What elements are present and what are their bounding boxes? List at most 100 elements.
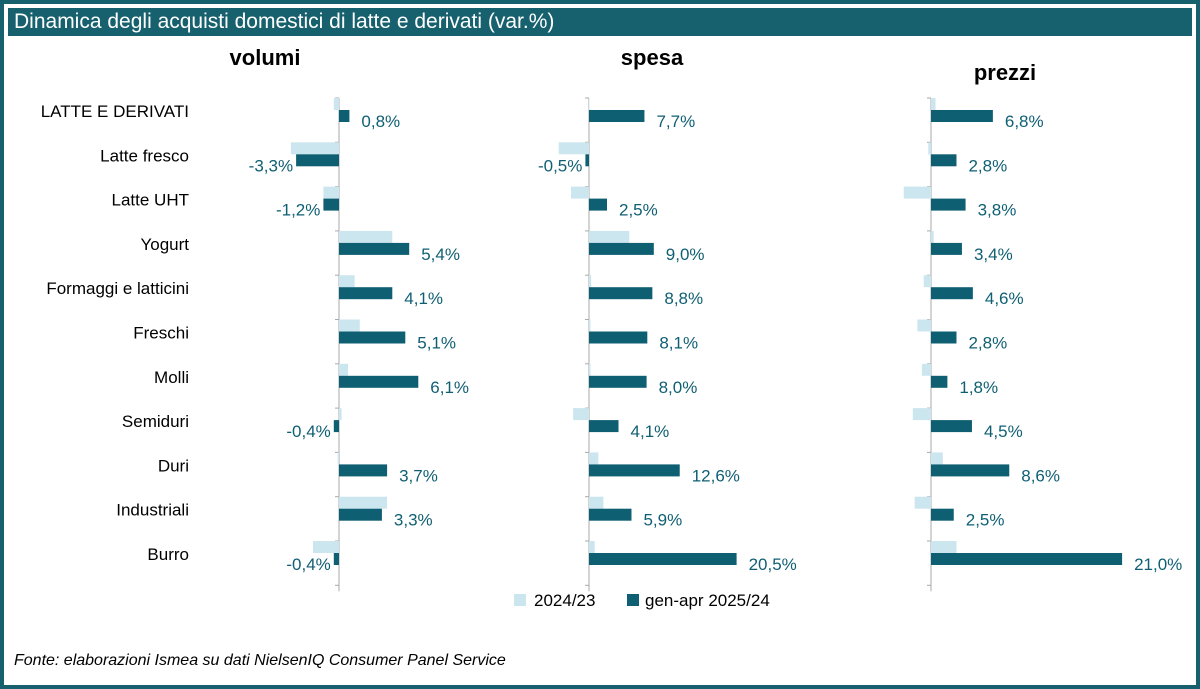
data-label: 8,1%	[659, 334, 698, 353]
data-label: 20,5%	[749, 555, 797, 574]
bar-2024-23	[931, 230, 934, 243]
bar-2024-23	[339, 230, 393, 243]
bar-2024-23	[917, 319, 931, 332]
data-label: 4,1%	[404, 289, 443, 308]
title-bar: Dinamica degli acquisti domestici di lat…	[8, 8, 1192, 36]
data-label: 1,8%	[959, 378, 998, 397]
bar-gen-apr-2025-24	[589, 287, 653, 300]
bar-gen-apr-2025-24	[589, 508, 632, 521]
category-label: Formaggi e latticini	[46, 279, 189, 298]
data-label: 2,5%	[619, 201, 658, 220]
category-label: Duri	[158, 456, 189, 475]
data-label: 2,5%	[966, 511, 1005, 530]
bar-gen-apr-2025-24	[589, 553, 737, 565]
bar-2024-23	[589, 452, 599, 465]
bar-gen-apr-2025-24	[339, 464, 388, 477]
bar-gen-apr-2025-24	[589, 420, 619, 433]
data-label: 12,6%	[692, 466, 740, 485]
panel-title: spesa	[621, 45, 684, 70]
bar-2024-23	[337, 452, 339, 465]
data-label: 8,6%	[1021, 466, 1060, 485]
bar-gen-apr-2025-24	[931, 464, 1010, 477]
category-label: Latte UHT	[112, 191, 189, 210]
legend-label-gen-apr-2025-24: gen-apr 2025/24	[645, 591, 770, 610]
bar-gen-apr-2025-24	[589, 331, 648, 344]
category-label: LATTE E DERIVATI	[41, 102, 189, 121]
category-label: Latte fresco	[100, 146, 189, 165]
bar-2024-23	[339, 275, 355, 288]
data-label: 5,4%	[421, 245, 460, 264]
legend-swatch-gen-apr-2025-24	[627, 594, 639, 606]
bar-2024-23	[931, 98, 936, 110]
bar-gen-apr-2025-24	[323, 198, 339, 211]
source-note: Fonte: elaborazioni Ismea su dati Nielse…	[14, 652, 506, 669]
category-label: Semiduri	[122, 412, 189, 431]
bar-2024-23	[931, 541, 957, 553]
category-label: Freschi	[133, 324, 189, 343]
data-label: 3,8%	[978, 201, 1017, 220]
bar-2024-23	[914, 496, 931, 509]
bar-2024-23	[928, 142, 931, 155]
bar-2024-23	[339, 319, 360, 332]
data-label: 0,8%	[361, 112, 400, 131]
bar-gen-apr-2025-24	[339, 508, 382, 521]
category-label: Yogurt	[140, 235, 189, 254]
bar-gen-apr-2025-24	[339, 375, 419, 388]
category-label: Burro	[147, 545, 189, 564]
bar-gen-apr-2025-24	[333, 420, 339, 433]
bar-2024-23	[589, 319, 591, 332]
bar-gen-apr-2025-24	[585, 154, 589, 167]
bar-2024-23	[339, 496, 388, 509]
data-label: -1,2%	[276, 201, 320, 220]
bar-gen-apr-2025-24	[931, 198, 966, 211]
bar-gen-apr-2025-24	[339, 331, 406, 344]
data-label: 4,6%	[985, 289, 1024, 308]
bar-2024-23	[589, 275, 592, 288]
data-label: 4,1%	[631, 422, 670, 441]
data-label: -0,4%	[286, 555, 330, 574]
data-label: 9,0%	[666, 245, 705, 264]
data-label: 6,1%	[430, 378, 469, 397]
bar-2024-23	[931, 452, 943, 465]
bar-gen-apr-2025-24	[589, 375, 647, 388]
data-label: -0,5%	[538, 156, 582, 175]
data-label: 21,0%	[1134, 555, 1182, 574]
bar-gen-apr-2025-24	[296, 154, 339, 167]
data-label: 3,3%	[394, 511, 433, 530]
data-label: 7,7%	[656, 112, 695, 131]
bar-gen-apr-2025-24	[931, 420, 972, 433]
bar-gen-apr-2025-24	[931, 287, 973, 300]
bar-2024-23	[589, 230, 630, 243]
bar-2024-23	[339, 408, 342, 421]
bar-2024-23	[558, 142, 589, 155]
data-label: 4,5%	[984, 422, 1023, 441]
bar-2024-23	[573, 408, 589, 421]
bar-2024-23	[589, 496, 604, 509]
bar-gen-apr-2025-24	[339, 287, 393, 300]
bar-2024-23	[903, 186, 931, 199]
bar-gen-apr-2025-24	[931, 375, 948, 388]
bar-gen-apr-2025-24	[589, 110, 645, 122]
bar-gen-apr-2025-24	[931, 553, 1123, 565]
bar-2024-23	[589, 98, 590, 110]
bar-2024-23	[589, 363, 591, 376]
bar-gen-apr-2025-24	[589, 198, 607, 211]
bar-gen-apr-2025-24	[931, 331, 957, 344]
data-label: 8,0%	[659, 378, 698, 397]
bar-2024-23	[912, 408, 931, 421]
category-label: Molli	[154, 368, 189, 387]
bar-2024-23	[589, 541, 595, 553]
bar-2024-23	[290, 142, 339, 155]
legend-label-2024-23: 2024/23	[534, 591, 595, 610]
bar-gen-apr-2025-24	[931, 508, 954, 521]
bar-gen-apr-2025-24	[333, 553, 339, 565]
data-label: 2,8%	[968, 334, 1007, 353]
panel-title: volumi	[230, 45, 301, 70]
bar-2024-23	[571, 186, 589, 199]
bar-gen-apr-2025-24	[931, 242, 962, 255]
bar-2024-23	[333, 98, 339, 110]
bar-2024-23	[339, 363, 349, 376]
data-label: 3,4%	[974, 245, 1013, 264]
data-label: 5,9%	[643, 511, 682, 530]
